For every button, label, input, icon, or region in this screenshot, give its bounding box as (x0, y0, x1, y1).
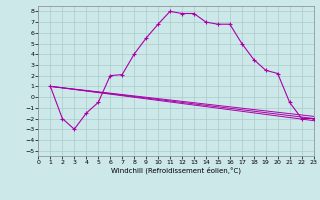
X-axis label: Windchill (Refroidissement éolien,°C): Windchill (Refroidissement éolien,°C) (111, 167, 241, 174)
